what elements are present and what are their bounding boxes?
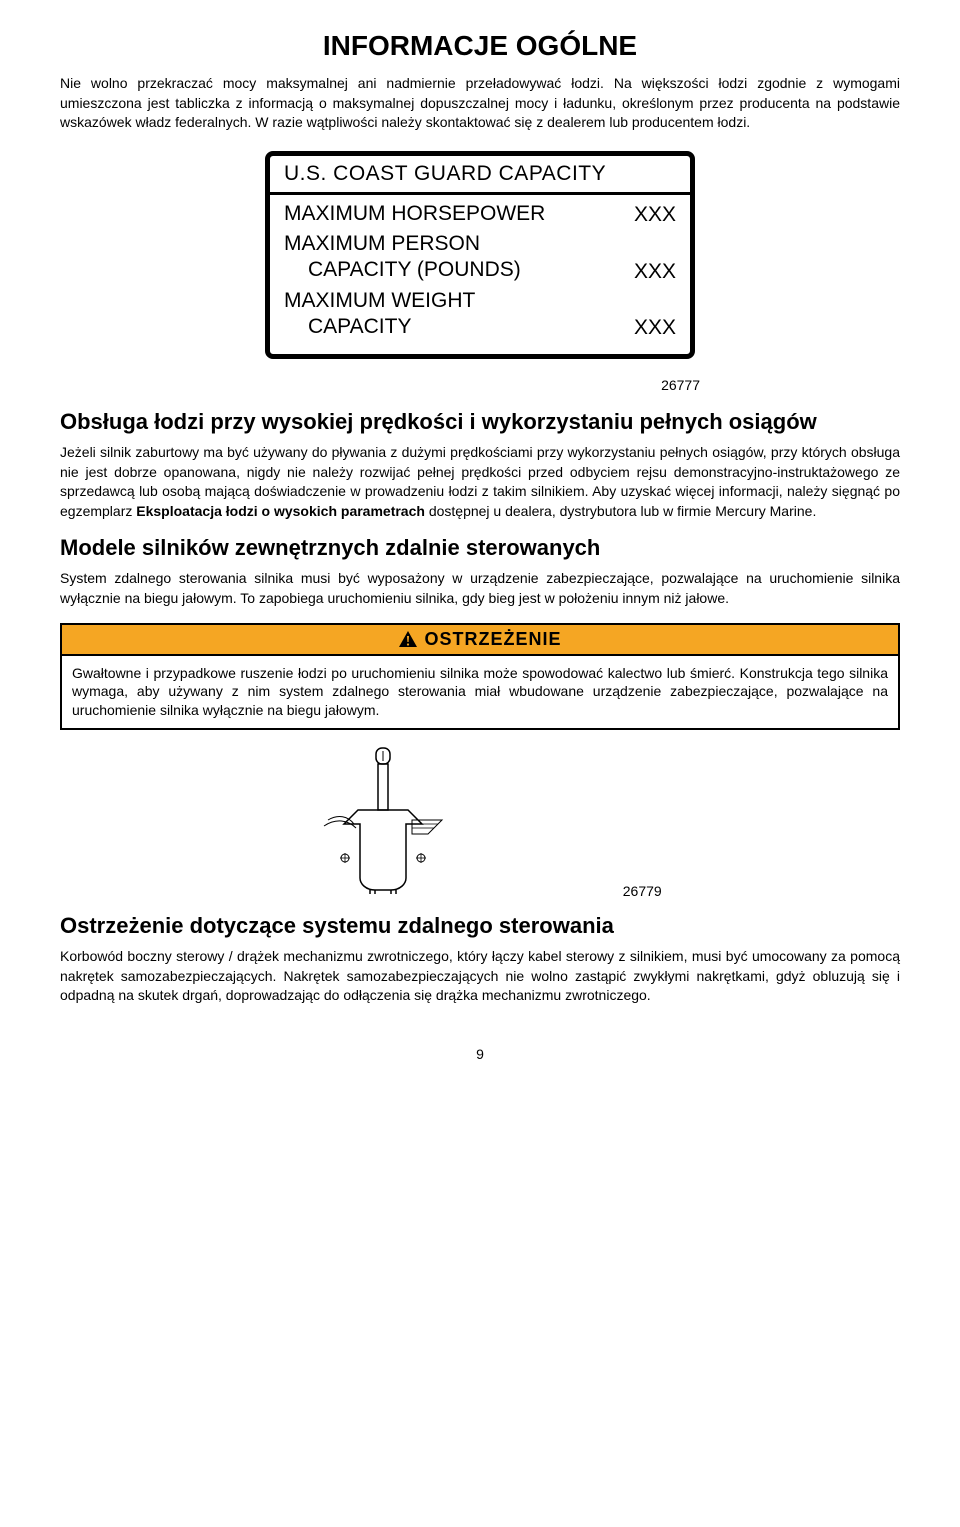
capacity-hp-label: MAXIMUM HORSEPOWER	[284, 201, 545, 227]
warning-label: OSTRZEŻENIE	[424, 629, 561, 650]
remote-control-icon	[298, 744, 478, 899]
capacity-row-person: MAXIMUM PERSON CAPACITY (POUNDS) XXX	[284, 231, 676, 284]
warning-triangle-icon	[398, 630, 418, 648]
page-number: 9	[60, 1046, 900, 1062]
capacity-plate-header: U.S. COAST GUARD CAPACITY	[270, 156, 690, 195]
heading-remote-models: Modele silników zewnętrznych zdalnie ste…	[60, 535, 900, 561]
body-high-speed: Jeżeli silnik zaburtowy ma być używany d…	[60, 443, 900, 521]
capacity-person-label: MAXIMUM PERSON CAPACITY (POUNDS)	[284, 231, 521, 284]
capacity-hp-value: XXX	[634, 203, 676, 227]
warning-body-text: Gwałtowne i przypadkowe ruszenie łodzi p…	[62, 656, 898, 729]
heading-remote-warning: Ostrzeżenie dotyczące systemu zdalnego s…	[60, 913, 900, 939]
page-title: INFORMACJE OGÓLNE	[60, 30, 900, 62]
capacity-row-weight: MAXIMUM WEIGHT CAPACITY XXX	[284, 288, 676, 341]
warning-header: OSTRZEŻENIE	[62, 625, 898, 656]
body-remote-warning: Korbowód boczny sterowy / drążek mechani…	[60, 947, 900, 1006]
figure-number-1: 26777	[60, 377, 700, 393]
capacity-weight-label: MAXIMUM WEIGHT CAPACITY	[284, 288, 475, 341]
capacity-person-value: XXX	[634, 260, 676, 284]
warning-box: OSTRZEŻENIE Gwałtowne i przypadkowe rusz…	[60, 623, 900, 731]
capacity-plate-body: MAXIMUM HORSEPOWER XXX MAXIMUM PERSON CA…	[270, 195, 690, 354]
body-remote-models: System zdalnego sterowania silnika musi …	[60, 569, 900, 608]
intro-paragraph: Nie wolno przekraczać mocy maksymalnej a…	[60, 74, 900, 133]
capacity-weight-value: XXX	[634, 316, 676, 340]
heading-high-speed: Obsługa łodzi przy wysokiej prędkości i …	[60, 409, 900, 435]
capacity-plate: U.S. COAST GUARD CAPACITY MAXIMUM HORSEP…	[265, 151, 695, 359]
capacity-row-hp: MAXIMUM HORSEPOWER XXX	[284, 201, 676, 227]
figure-number-2: 26779	[623, 883, 662, 899]
remote-control-figure: 26779	[60, 744, 900, 899]
